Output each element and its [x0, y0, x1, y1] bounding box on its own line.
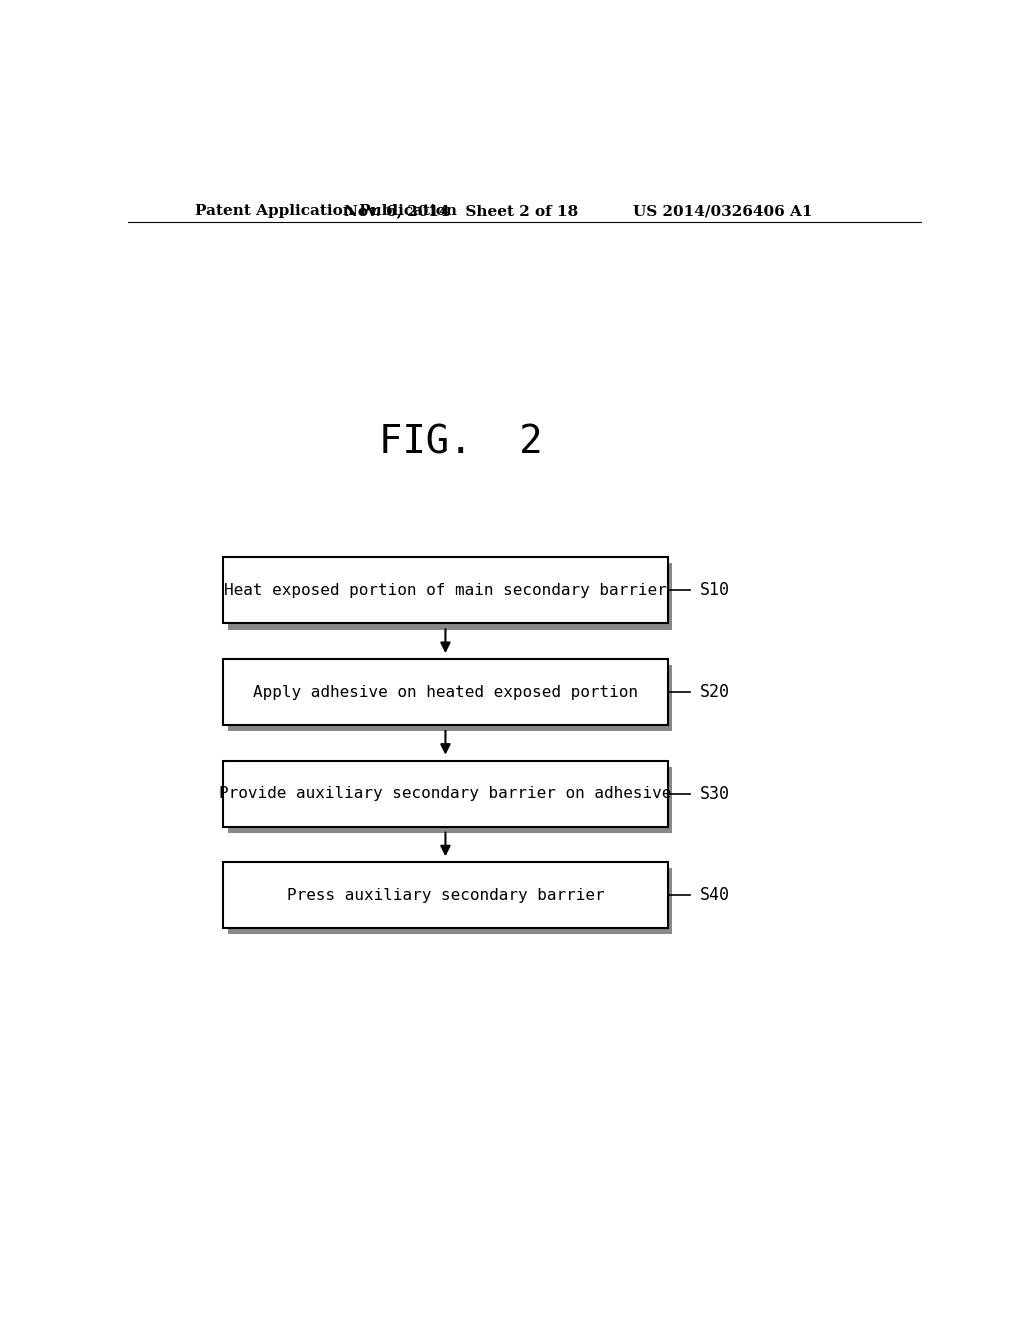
- Text: S10: S10: [699, 581, 729, 599]
- FancyBboxPatch shape: [228, 564, 673, 630]
- FancyBboxPatch shape: [223, 862, 668, 928]
- FancyBboxPatch shape: [223, 659, 668, 725]
- Text: Patent Application Publication: Patent Application Publication: [196, 205, 458, 218]
- FancyBboxPatch shape: [228, 869, 673, 935]
- Text: US 2014/0326406 A1: US 2014/0326406 A1: [634, 205, 813, 218]
- Text: Apply adhesive on heated exposed portion: Apply adhesive on heated exposed portion: [253, 685, 638, 700]
- Text: S40: S40: [699, 886, 729, 904]
- FancyBboxPatch shape: [228, 767, 673, 833]
- FancyBboxPatch shape: [223, 557, 668, 623]
- Text: FIG.  2: FIG. 2: [380, 424, 543, 462]
- FancyBboxPatch shape: [228, 665, 673, 731]
- Text: Provide auxiliary secondary barrier on adhesive: Provide auxiliary secondary barrier on a…: [219, 787, 672, 801]
- Text: Heat exposed portion of main secondary barrier: Heat exposed portion of main secondary b…: [224, 583, 667, 598]
- Text: Press auxiliary secondary barrier: Press auxiliary secondary barrier: [287, 888, 604, 903]
- FancyBboxPatch shape: [223, 760, 668, 826]
- Text: S30: S30: [699, 784, 729, 803]
- Text: S20: S20: [699, 682, 729, 701]
- Text: Nov. 6, 2014   Sheet 2 of 18: Nov. 6, 2014 Sheet 2 of 18: [344, 205, 579, 218]
